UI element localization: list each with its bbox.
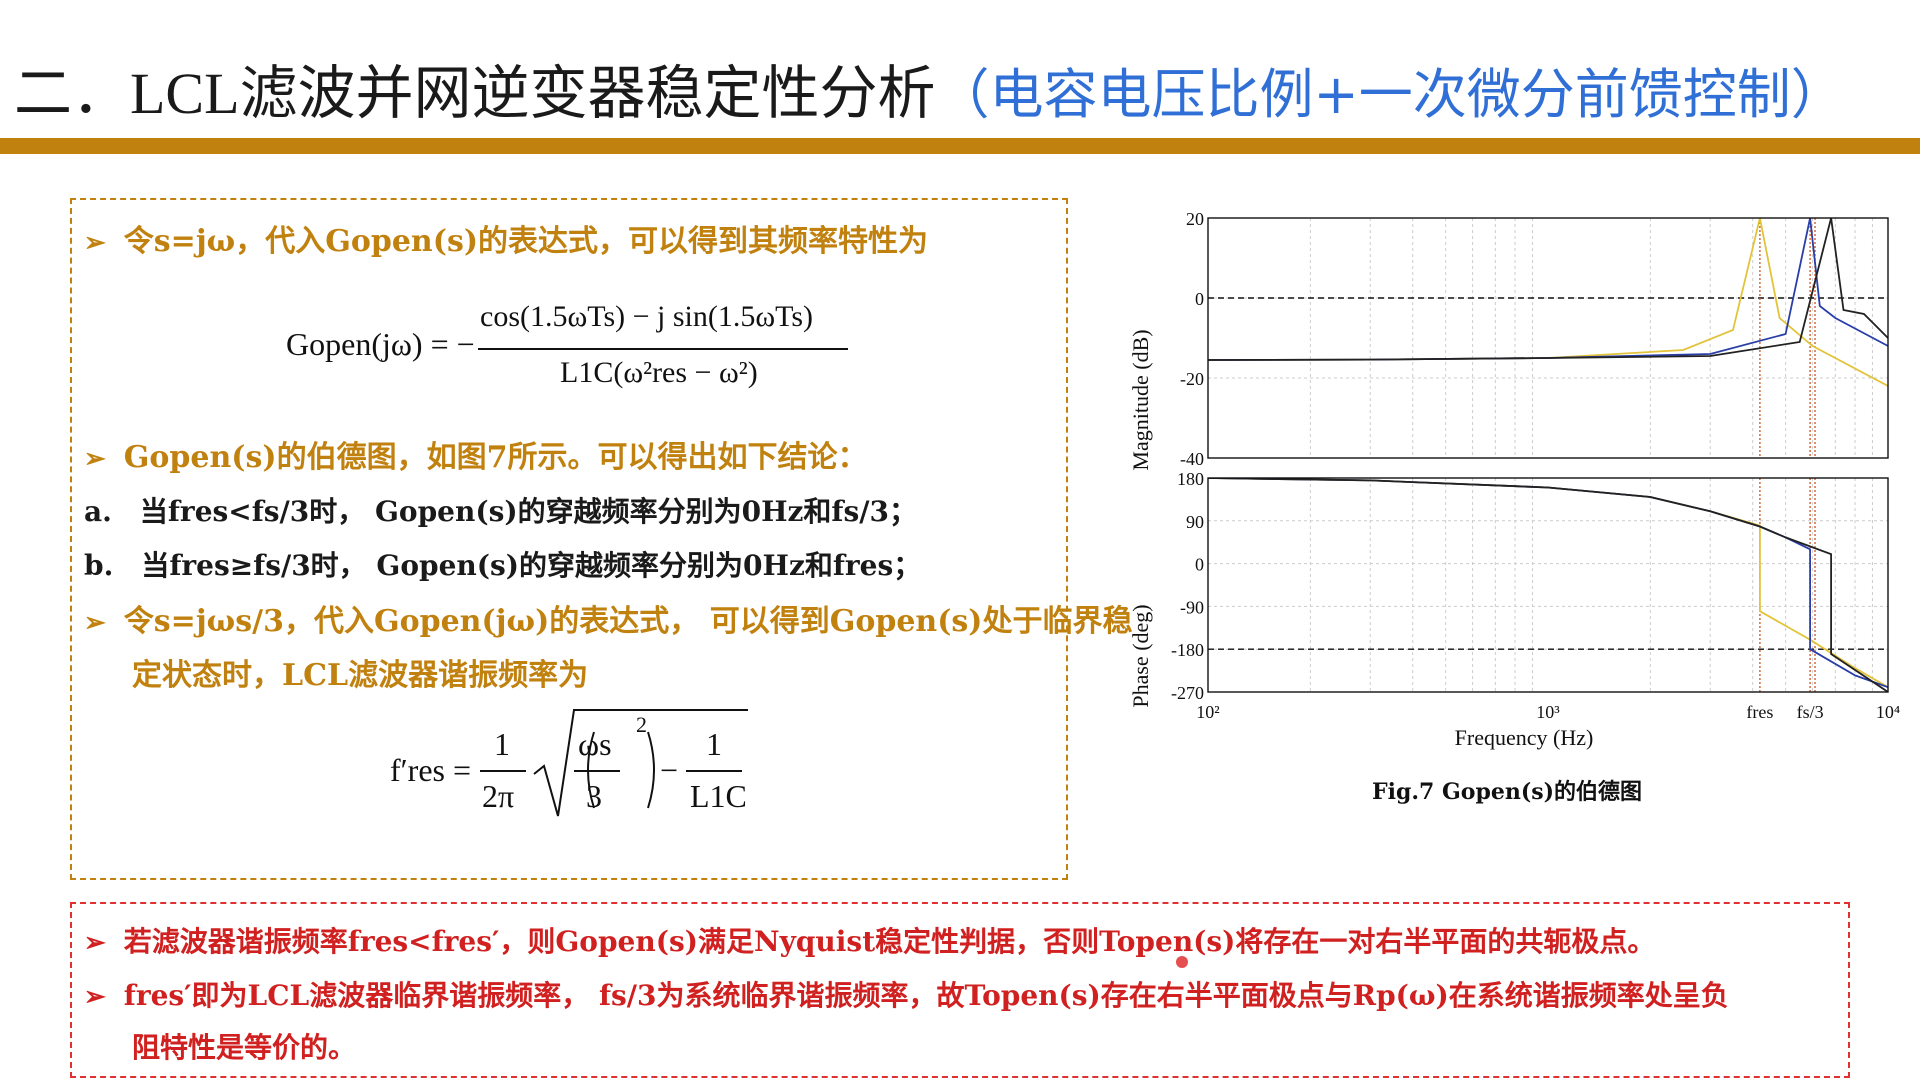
phase-ytick-label: -180 [1171,640,1204,660]
bullet-arrow-icon: ➢ [84,928,106,958]
eq2-frac1-num: 1 [494,726,510,762]
phase-xtick-label: 10² [1196,702,1219,722]
bullet-nyquist: ➢ 若滤波器谐振频率fres<fres′，则Gopen(s)满足Nyquist稳定… [84,925,1656,958]
bullet-arrow-icon: ➢ [84,982,106,1012]
bullet-critical-state-cont: 定状态时，LCL滤波器谐振频率为 [132,658,589,693]
eq2-frac2-bar [686,770,742,772]
eq2-frac2-den: L1C [690,778,747,814]
phase-series-line-2 [1208,478,1888,692]
conclusion-a: a. 当fres<fs/3时， Gopen(s)的穿越频率分别为0Hz和fs/3； [84,495,917,528]
phase-axis-label: Phase (deg) [1128,604,1153,707]
slide-title-main: 二．LCL滤波并网逆变器稳定性分析 [14,61,936,126]
eq2-lhs: f′res = [390,752,472,788]
conclusion-box [70,902,1850,1078]
eq2-minus: − [660,752,679,788]
phase-xtick-label: 10³ [1536,702,1560,722]
phase-xtick-label: fs/3 [1797,702,1824,722]
analysis-box [70,198,1068,880]
bullet-arrow-icon: ➢ [84,608,106,638]
phase-ytick-label: -90 [1180,597,1204,617]
eq1-numerator: cos(1.5ωTs) − j sin(1.5ωTs) [480,300,814,333]
phase-ytick-label: 0 [1195,555,1204,575]
eq2-inner-num: ωs [578,726,612,762]
magnitude-axis-label: Magnitude (dB) [1128,329,1153,470]
bode-plot-figure: Magnitude (dB) Phase (deg) Frequency (Hz… [1128,209,1900,750]
mag-ytick-label: -20 [1180,369,1204,389]
bullet-critical-state: ➢ 令s=jωs/3，代入Gopen(jω)的表达式， 可以得到Gopen(s)处… [84,604,1133,639]
title-divider-bar [0,138,1920,154]
mag-ytick-label: 0 [1195,289,1204,309]
bullet-bode-plot: ➢ Gopen(s)的伯德图，如图7所示。可以得出如下结论： [84,440,868,475]
conclusion-b: b. 当fres≥fs/3时， Gopen(s)的穿越频率分别为0Hz和fres； [84,549,922,582]
eq1-lhs: Gopen(jω) = − [286,326,475,362]
phase-ytick-label: -270 [1171,683,1204,703]
cursor-pointer-dot [1176,956,1188,968]
phase-xtick-label: 10⁴ [1876,702,1900,722]
mag-ytick-label: 20 [1186,209,1204,229]
frequency-axis-label: Frequency (Hz) [1455,725,1594,750]
mag-series-line-2 [1208,218,1888,361]
magnitude-plot: 20 0 -20 -40 [1180,209,1889,469]
eq2-frac1-bar [480,770,526,772]
bullet-arrow-icon: ➢ [84,444,106,474]
bullet-equivalence: ➢ fres′即为LCL滤波器临界谐振频率， fs/3为系统临界谐振频率，故Top… [84,979,1729,1012]
mag-ytick-label: -40 [1180,449,1204,469]
slide-title-sub: （电容电压比例+一次微分前馈控制） [935,63,1845,126]
eq1-denominator: L1C(ω²res − ω²) [560,356,758,389]
mag-plot-frame [1207,217,1889,459]
slide-title: 二．LCL滤波并网逆变器稳定性分析（电容电压比例+一次微分前馈控制） [14,46,1845,130]
bullet-equivalence-cont: 阻特性是等价的。 [132,1031,357,1064]
bullet-frequency-response: ➢ 令s=jω，代入Gopen(s)的表达式，可以得到其频率特性为 [84,224,929,259]
eq1-fraction-bar [478,348,848,350]
phase-xtick-label: fres [1746,702,1773,722]
phase-plot-frame [1207,477,1889,693]
eq2-inner-den: 3 [586,778,602,814]
phase-ytick-label: 90 [1186,512,1204,532]
eq2-frac1-den: 2π [482,778,515,814]
phase-ytick-label: 180 [1177,469,1204,489]
eq2-exponent: 2 [636,712,647,737]
figure-caption: Fig.7 Gopen(s)的伯德图 [1372,779,1643,805]
eq2-inner-bar [574,770,620,772]
eq2-frac2-num: 1 [706,726,722,762]
bullet-arrow-icon: ➢ [84,228,106,258]
